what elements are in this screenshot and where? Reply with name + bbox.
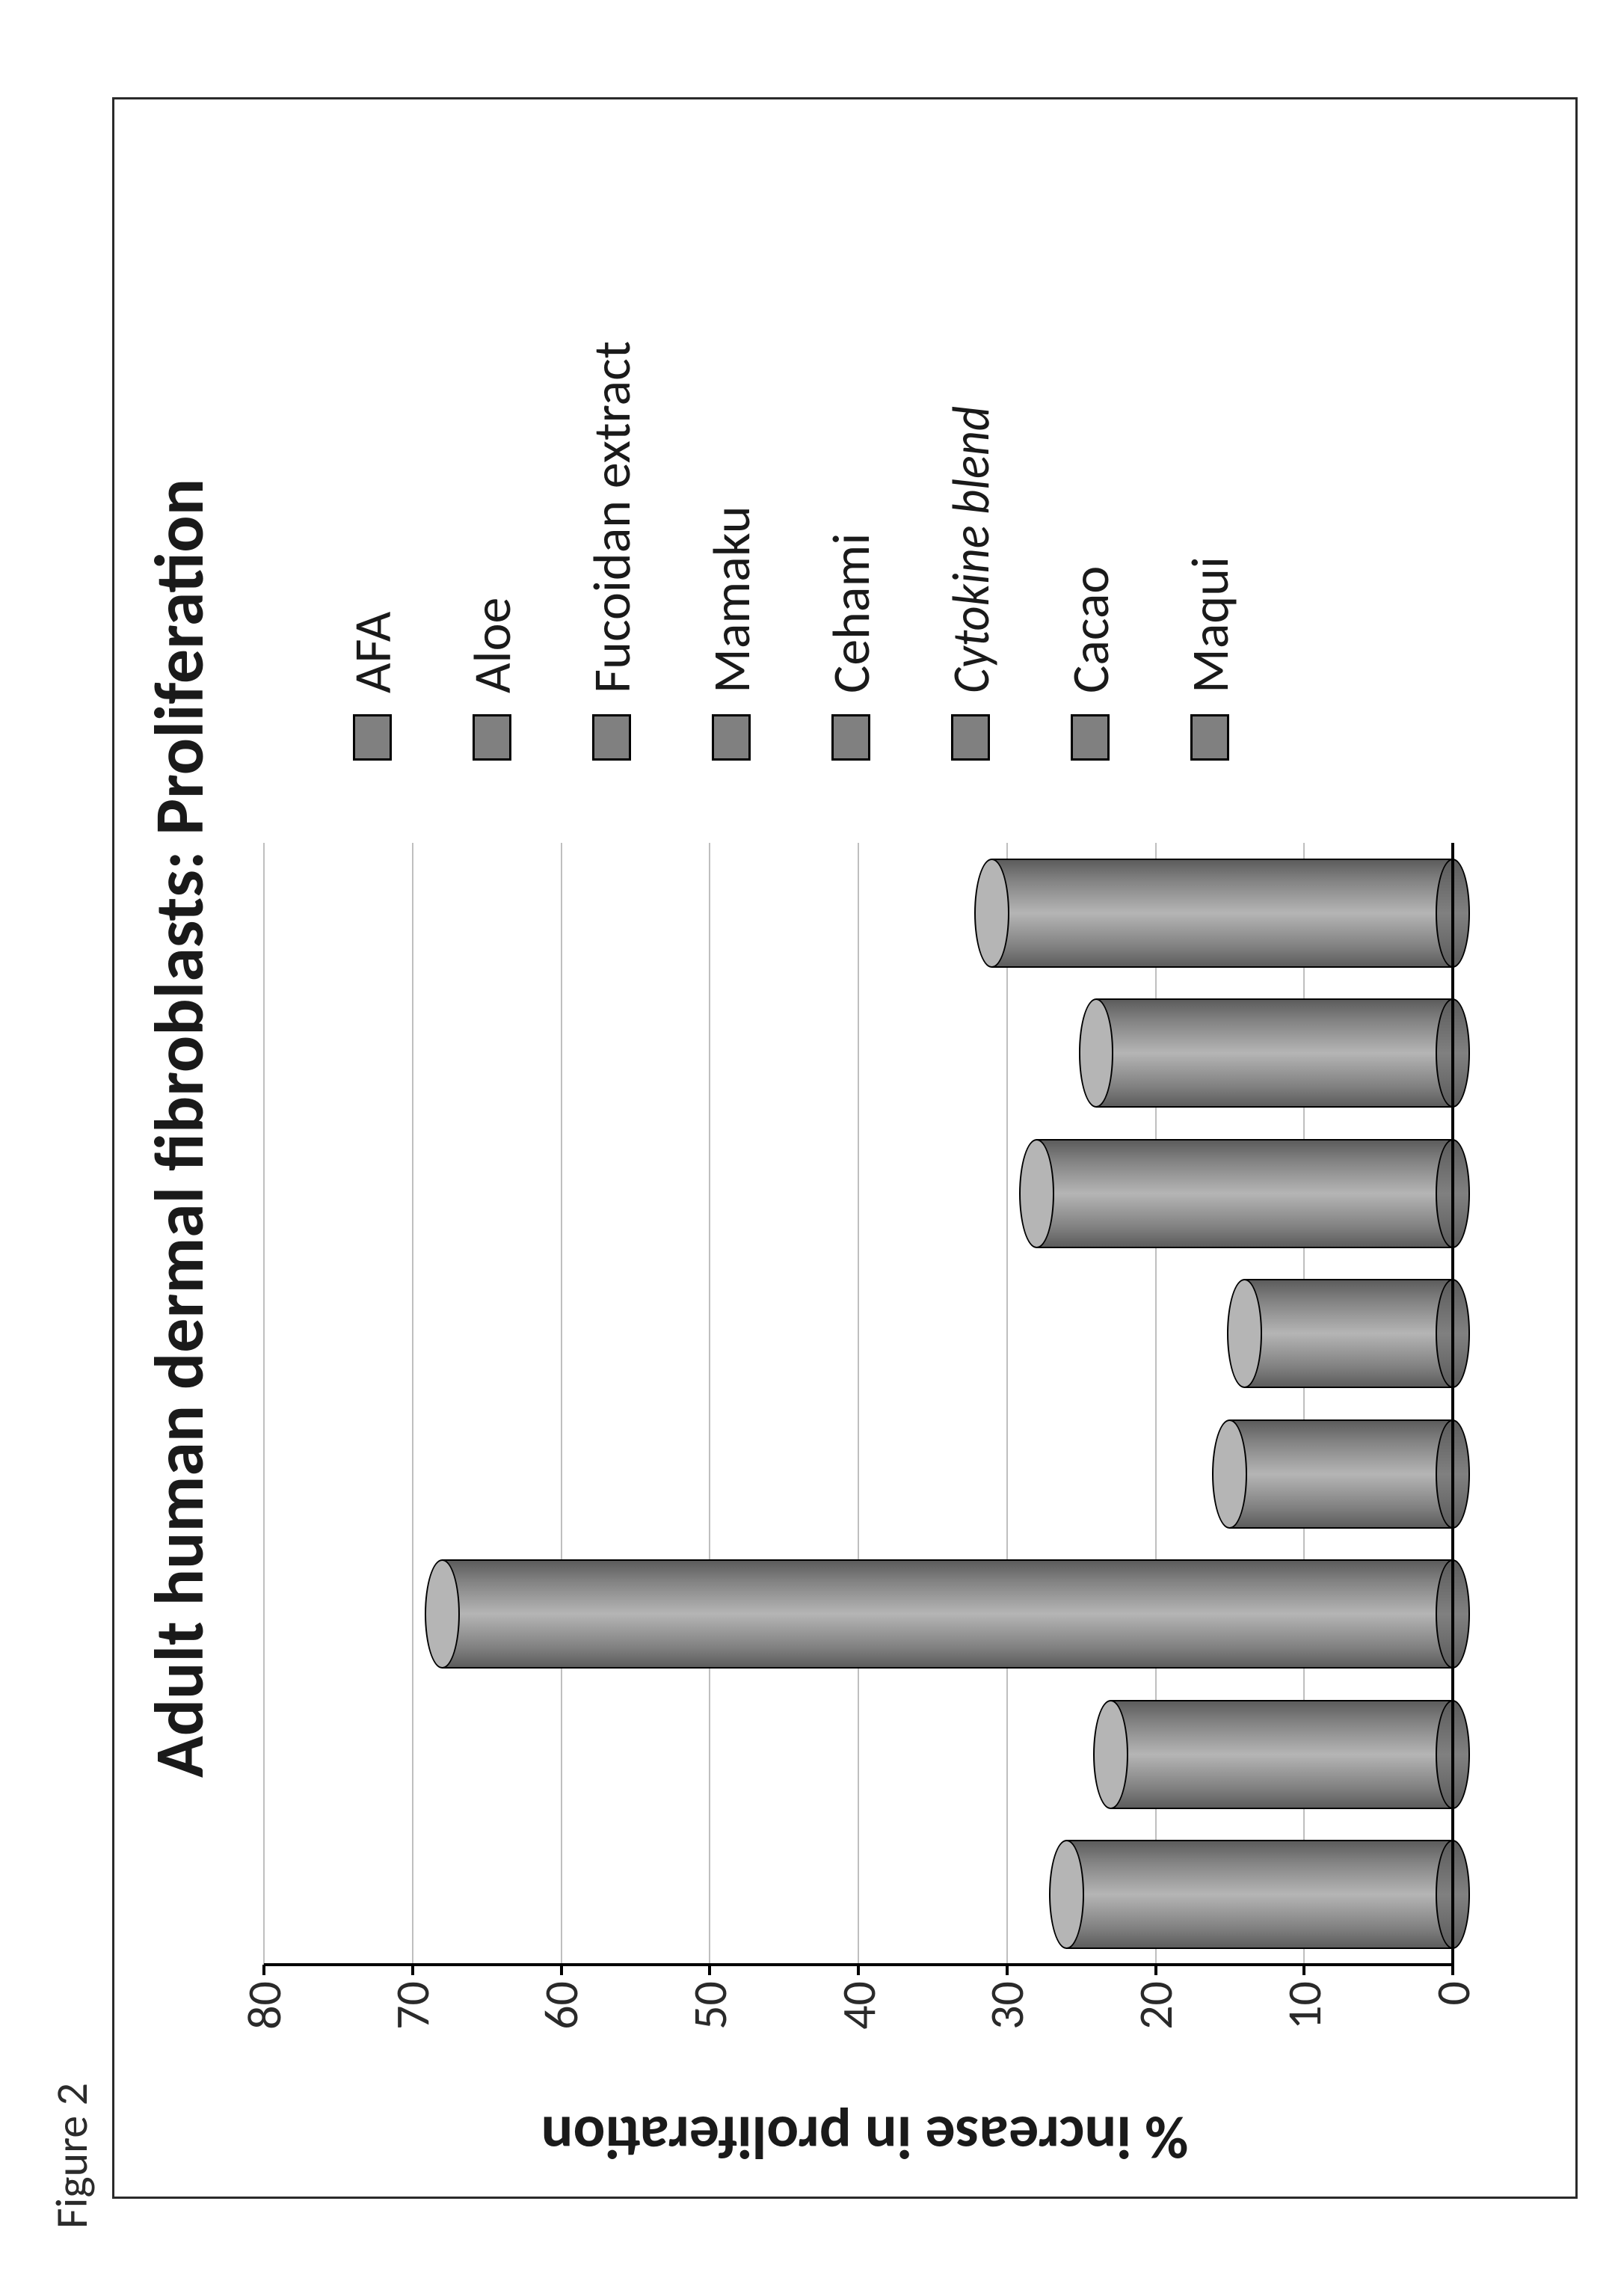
bar <box>974 859 1470 968</box>
bar <box>425 1559 1470 1669</box>
bar-top-cap <box>974 859 1009 968</box>
y-tick <box>1154 1965 1157 1975</box>
legend-item: AFA <box>342 147 462 761</box>
bar-body <box>1230 1419 1453 1529</box>
bar-top-cap <box>1212 1419 1247 1529</box>
legend-label: Fucoidan extract <box>579 341 644 693</box>
legend-swatch <box>1071 714 1110 761</box>
x-axis-line <box>1451 843 1454 1965</box>
legend-item: Aloe <box>462 147 582 761</box>
legend-swatch <box>712 714 751 761</box>
bar <box>1079 998 1471 1108</box>
legend-swatch <box>592 714 631 761</box>
plot-area: 01020304050607080 <box>264 843 1453 1965</box>
legend-swatch <box>473 714 511 761</box>
bar-top-cap <box>1093 1700 1128 1809</box>
gridline <box>412 843 413 1965</box>
y-tick-label: 20 <box>1127 1981 1185 2108</box>
gridline <box>709 843 710 1965</box>
y-tick <box>1006 1965 1009 1975</box>
bar <box>1019 1139 1470 1248</box>
chart-area: Adult human dermal fibroblasts: Prolifer… <box>112 97 1578 2199</box>
legend-item: Cacao <box>1060 147 1180 761</box>
gridline <box>561 843 562 1965</box>
legend-swatch <box>353 714 392 761</box>
legend-label: Cehami <box>819 533 883 693</box>
y-tick <box>1451 1965 1454 1975</box>
y-axis-line <box>264 1963 1453 1966</box>
y-tick <box>560 1965 563 1975</box>
legend-label: Maqui <box>1178 556 1242 693</box>
y-tick <box>857 1965 860 1975</box>
legend-item: Cytokine blend <box>941 147 1060 761</box>
bar-top-cap <box>1227 1279 1262 1388</box>
bar-top-cap <box>1019 1139 1054 1248</box>
legend-label: Mamaku <box>699 506 763 693</box>
y-tick <box>708 1965 711 1975</box>
y-tick-label: 80 <box>236 1981 294 2108</box>
figure-number-label: Figure 2 <box>45 2083 99 2229</box>
legend-label: Cacao <box>1058 566 1122 693</box>
legend-label: Cytokine blend <box>938 406 1003 693</box>
bar-body <box>442 1559 1453 1669</box>
bar <box>1093 1700 1470 1809</box>
bar <box>1227 1279 1470 1388</box>
legend-item: Fucoidan extract <box>582 147 701 761</box>
y-tick-label: 0 <box>1424 1981 1483 2108</box>
y-tick-label: 50 <box>681 1981 739 2108</box>
y-tick <box>411 1965 414 1975</box>
legend-label: AFA <box>340 612 404 693</box>
bar-body <box>1036 1139 1453 1248</box>
bar-top-cap <box>425 1559 460 1669</box>
legend-item: Cehami <box>821 147 941 761</box>
y-tick-label: 40 <box>830 1981 888 2108</box>
gridline <box>263 843 265 1965</box>
legend-swatch <box>951 714 990 761</box>
y-axis-title: % increase in proliferation <box>416 2101 1314 2173</box>
figure-stage: Figure 2 Adult human dermal fibroblasts: … <box>0 0 1618 2296</box>
legend-item: Maqui <box>1180 147 1299 761</box>
legend-item: Mamaku <box>701 147 821 761</box>
bar-top-cap <box>1049 1840 1084 1949</box>
bar-body <box>1111 1700 1453 1809</box>
bar-body <box>1096 998 1453 1108</box>
bar-body <box>1245 1279 1453 1388</box>
legend-swatch <box>831 714 870 761</box>
bar-body <box>992 859 1453 968</box>
gridline <box>1006 843 1008 1965</box>
y-tick <box>1302 1965 1305 1975</box>
bar-body <box>1066 1840 1453 1949</box>
y-tick <box>262 1965 265 1975</box>
chart-title: Adult human dermal fibroblasts: Prolifer… <box>137 479 221 1778</box>
y-tick-label: 30 <box>978 1981 1036 2108</box>
legend-label: Aloe <box>460 598 524 693</box>
bar <box>1049 1840 1471 1949</box>
bar-top-cap <box>1079 998 1114 1108</box>
bar <box>1212 1419 1470 1529</box>
legend-swatch <box>1190 714 1229 761</box>
y-tick-label: 60 <box>532 1981 591 2108</box>
y-tick-label: 70 <box>384 1981 442 2108</box>
y-tick-label: 10 <box>1276 1981 1334 2108</box>
gridline <box>858 843 859 1965</box>
